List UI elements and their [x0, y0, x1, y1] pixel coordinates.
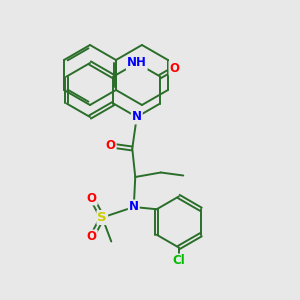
- Text: O: O: [87, 230, 97, 244]
- Text: NH: NH: [127, 56, 147, 70]
- Text: Cl: Cl: [172, 254, 185, 268]
- Text: O: O: [106, 139, 116, 152]
- Text: O: O: [87, 191, 97, 205]
- Text: N: N: [132, 110, 142, 124]
- Text: S: S: [98, 211, 107, 224]
- Text: N: N: [129, 200, 139, 214]
- Text: O: O: [169, 62, 179, 75]
